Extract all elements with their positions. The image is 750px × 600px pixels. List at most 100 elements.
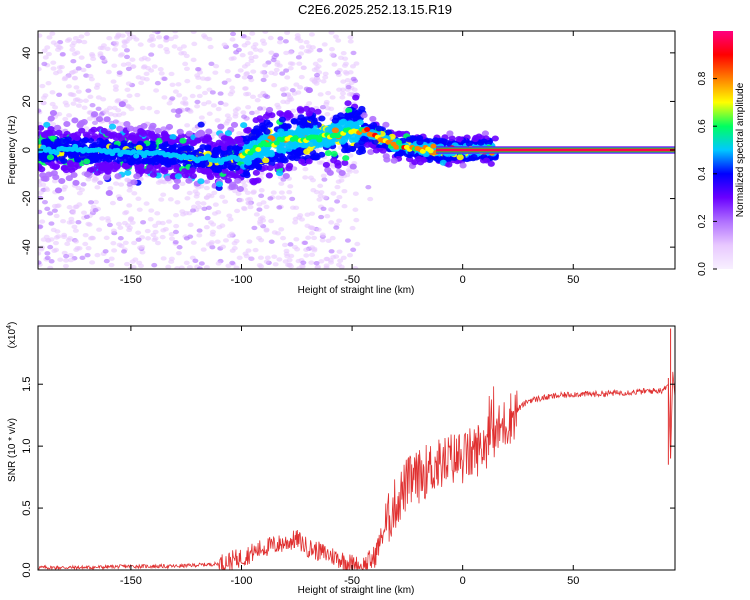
heatmap-cell	[332, 34, 339, 39]
heatmap-cell	[244, 71, 251, 76]
heatmap-cell	[139, 105, 146, 111]
heatmap-cell	[135, 196, 142, 201]
heatmap-cell	[44, 206, 51, 212]
heatmap-cell	[92, 199, 99, 205]
heatmap-cell	[85, 221, 92, 227]
heatmap-cell	[309, 245, 316, 250]
heatmap-cell	[256, 235, 263, 241]
heatmap-cell	[231, 145, 240, 152]
heatmap-cell	[123, 48, 130, 53]
heatmap-cell	[294, 33, 301, 38]
heatmap-cell	[62, 116, 69, 122]
heatmap-cell	[139, 244, 146, 250]
heatmap-cell	[87, 73, 94, 79]
heatmap-cell	[222, 238, 229, 243]
heatmap-cell	[64, 241, 71, 247]
heatmap-cell	[250, 69, 257, 74]
heatmap-cell	[73, 156, 82, 163]
heatmap-cell	[276, 162, 284, 169]
heatmap-cell	[347, 153, 354, 158]
exponent-power: 4	[6, 325, 13, 329]
heatmap-cell	[102, 249, 109, 254]
heatmap-cell	[319, 105, 326, 110]
heatmap-cell	[341, 160, 349, 167]
heatmap-cell	[244, 190, 251, 196]
heatmap-cell	[143, 77, 150, 82]
heatmap-cell	[254, 98, 261, 103]
chart-title: C2E6.2025.252.13.15.R19	[298, 2, 452, 17]
heatmap-cell	[189, 172, 198, 179]
heatmap-cell	[256, 207, 263, 212]
heatmap-cell	[49, 31, 56, 36]
heatmap-cell	[251, 225, 258, 231]
heatmap-cell	[125, 81, 132, 86]
heatmap-cell	[89, 166, 98, 173]
heatmap-cell	[42, 55, 49, 60]
heatmap-cell	[194, 104, 201, 109]
heatmap-cell	[38, 190, 44, 196]
heatmap-cell	[352, 121, 360, 128]
heatmap-cell	[108, 256, 115, 261]
heatmap-cell	[180, 100, 187, 105]
heatmap-cell	[139, 129, 147, 136]
heatmap-cell	[211, 190, 218, 195]
heatmap-cell	[307, 175, 314, 180]
heatmap-cell	[338, 169, 346, 176]
heatmap-cell	[165, 123, 174, 130]
heatmap-ytick-label: 20	[21, 95, 33, 107]
heatmap-cell	[126, 203, 133, 208]
heatmap-cell	[80, 137, 89, 144]
heatmap-cell	[334, 162, 342, 169]
heatmap-cell	[72, 97, 79, 103]
heatmap-cell	[271, 83, 278, 88]
heatmap-cell	[171, 44, 178, 49]
heatmap-cell	[187, 109, 194, 114]
heatmap-cell	[284, 75, 291, 80]
heatmap-cell	[128, 159, 136, 166]
heatmap-cell	[312, 61, 319, 67]
heatmap-cell	[352, 207, 359, 212]
heatmap-cell	[314, 147, 321, 153]
heatmap-cell	[161, 76, 168, 82]
heatmap-cell	[345, 107, 353, 114]
heatmap-cell	[50, 122, 57, 127]
heatmap-cell	[195, 67, 202, 72]
heatmap-cell	[190, 240, 197, 245]
heatmap-cell	[324, 126, 332, 133]
heatmap-cell	[201, 168, 209, 175]
heatmap-cell	[110, 240, 117, 246]
heatmap-cell	[45, 171, 53, 178]
heatmap-cell	[204, 144, 212, 151]
heatmap-cell	[46, 35, 53, 40]
heatmap-cell	[112, 87, 119, 92]
heatmap-cell	[69, 210, 76, 216]
heatmap-cell	[154, 154, 162, 161]
heatmap-cell	[263, 228, 270, 233]
heatmap-cell	[230, 31, 237, 37]
heatmap-cell	[138, 80, 145, 86]
heatmap-cell	[286, 97, 293, 102]
heatmap-cell	[99, 45, 106, 51]
heatmap-cell	[123, 209, 130, 215]
heatmap-cell	[234, 136, 242, 143]
heatmap-cell	[80, 210, 87, 215]
heatmap-cell	[353, 217, 360, 223]
heatmap-cell	[341, 189, 348, 194]
heatmap-cell	[352, 191, 359, 196]
heatmap-cell	[38, 209, 43, 215]
heatmap-cell	[217, 100, 224, 106]
heatmap-cell	[323, 139, 331, 146]
heatmap-cell	[334, 199, 341, 204]
heatmap-cell	[241, 43, 248, 48]
heatmap-cell	[268, 218, 275, 224]
heatmap-cell	[246, 201, 253, 206]
heatmap-cell	[129, 220, 136, 225]
heatmap-cell	[260, 77, 267, 83]
heatmap-cell	[111, 105, 118, 111]
heatmap-cell	[236, 185, 244, 192]
heatmap-cell	[151, 64, 158, 69]
heatmap-cell	[72, 179, 80, 186]
heatmap-cell	[47, 265, 54, 269]
heatmap-cell	[322, 75, 329, 80]
heatmap-cell	[268, 112, 276, 119]
